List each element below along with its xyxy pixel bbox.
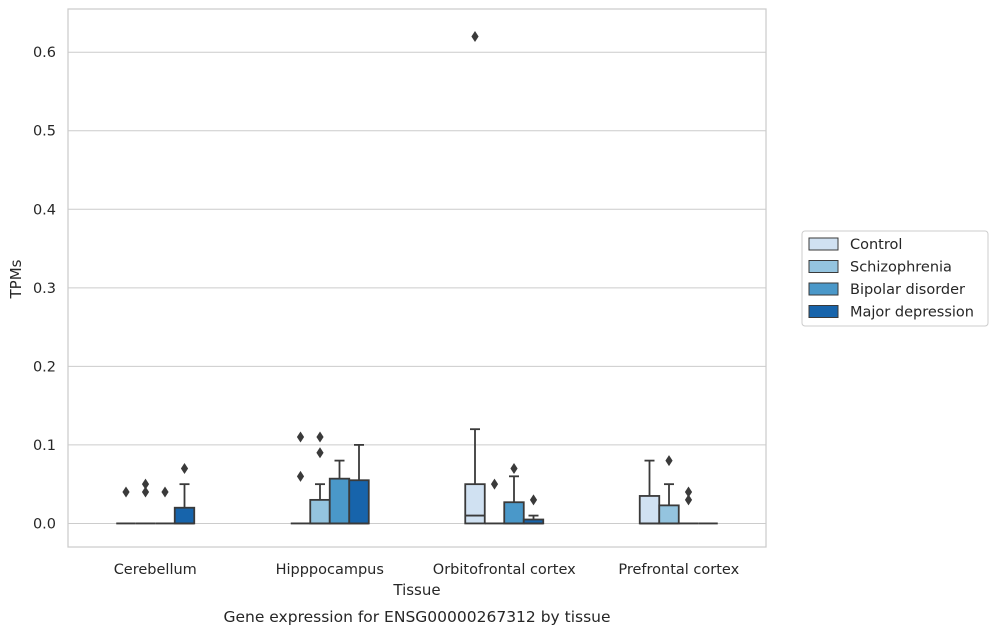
y-tick-label: 0.1	[33, 438, 56, 454]
box-1-3	[348, 443, 370, 525]
y-axis-label: TPMs	[7, 259, 25, 299]
box-2-2	[503, 462, 525, 525]
box-0-3	[173, 462, 196, 525]
outlier-point	[316, 447, 324, 459]
y-tick-label: 0.3	[33, 281, 56, 297]
outlier-point	[161, 486, 169, 498]
legend-frame	[801, 230, 989, 327]
outlier-point	[296, 431, 305, 443]
boxes-layer	[116, 30, 718, 525]
outlier-point	[316, 431, 324, 443]
box-body	[658, 504, 680, 525]
box-3-0	[638, 459, 661, 525]
legend-label: Bipolar disorder	[850, 282, 965, 298]
y-tick-labels: 0.0 0.1 0.2 0.3 0.4 0.5 0.6	[33, 45, 56, 532]
outlier-point	[180, 462, 189, 474]
y-tick-label: 0.2	[33, 359, 56, 375]
outlier-point	[529, 494, 538, 506]
outlier-point	[684, 486, 693, 498]
outlier-point	[296, 470, 305, 482]
y-tick-label: 0.0	[33, 516, 56, 532]
box-body	[309, 498, 331, 525]
legend-swatch	[808, 282, 839, 296]
box-2-3	[522, 494, 545, 525]
legend-swatch	[808, 305, 839, 318]
legend-label: Control	[850, 237, 902, 253]
box-3-1	[658, 455, 680, 525]
box-0-1	[135, 478, 156, 525]
outlier-point	[510, 462, 518, 474]
box-1-2	[328, 459, 351, 525]
outlier-point	[141, 486, 150, 498]
box-0-2	[155, 486, 175, 525]
box-body	[173, 506, 196, 525]
box-2-1	[484, 478, 505, 525]
y-tick-label: 0.6	[33, 45, 56, 61]
legend-label: Major depression	[850, 305, 974, 321]
y-tick-label: 0.5	[33, 124, 56, 140]
x-tick-label: Orbitofrontal cortex	[433, 562, 576, 578]
grid-lines	[68, 51, 766, 524]
outlier-point	[122, 486, 130, 498]
chart-caption: Gene expression for ENSG00000267312 by t…	[223, 608, 610, 626]
box-body	[464, 483, 486, 525]
x-tick-label: Hipppocampus	[276, 562, 384, 578]
outlier-point	[490, 478, 499, 490]
plot-frame	[67, 8, 767, 548]
legend-swatch	[808, 237, 839, 251]
outlier-point	[684, 494, 693, 506]
y-tick-label: 0.4	[33, 202, 56, 218]
box-3-2	[678, 486, 699, 525]
legend-label: Schizophrenia	[850, 260, 952, 276]
legend: Control Schizophrenia Bipolar disorder Majo…	[801, 230, 989, 327]
outlier-point	[141, 478, 150, 490]
box-body	[328, 477, 351, 525]
outlier-point	[471, 30, 479, 42]
box-body	[638, 495, 661, 525]
box-body	[503, 501, 525, 525]
x-axis-label: Tissue	[392, 581, 440, 599]
x-tick-label: Prefrontal cortex	[618, 562, 739, 578]
box-1-0	[290, 431, 311, 525]
box-body	[348, 479, 370, 525]
x-tick-labels: Cerebellum Hipppocampus Orbitofrontal cort…	[114, 562, 740, 578]
legend-swatch	[808, 260, 839, 273]
outlier-point	[665, 455, 673, 467]
box-0-0	[116, 486, 136, 525]
box-2-0	[464, 30, 486, 525]
x-tick-label: Cerebellum	[114, 562, 197, 578]
